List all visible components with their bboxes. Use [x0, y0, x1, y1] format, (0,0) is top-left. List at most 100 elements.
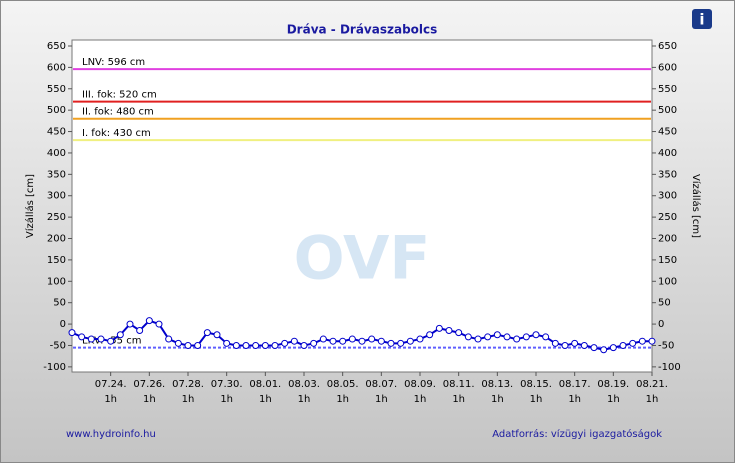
data-point	[194, 341, 202, 349]
data-point	[155, 320, 163, 328]
x-tick-hour: 1h	[568, 394, 581, 405]
data-point	[464, 333, 472, 341]
y2-tick-label: 500	[658, 105, 677, 116]
data-point	[126, 320, 134, 328]
y2-tick-label: 450	[658, 127, 677, 138]
x-tick-label: 07.30.	[211, 379, 243, 390]
data-point	[136, 327, 144, 334]
x-tick-label: 08.11.	[443, 379, 475, 390]
data-point	[503, 333, 511, 341]
data-point	[252, 341, 260, 349]
y2-tick-label: 300	[658, 191, 677, 202]
data-point	[339, 337, 347, 345]
data-point	[358, 337, 366, 345]
x-tick-hour: 1h	[414, 394, 427, 405]
data-point	[116, 331, 124, 339]
chart-title: Dráva - Drávaszabolcs	[287, 23, 438, 37]
source-right: Adatforrás: vízügyi igazgatóságok	[492, 428, 662, 440]
threshold-label: I. fok: 430 cm	[82, 128, 151, 139]
x-tick-label: 08.21.	[636, 379, 668, 390]
data-point	[242, 341, 250, 349]
data-point	[271, 341, 279, 349]
y-tick-label: 300	[47, 191, 66, 202]
x-tick-hour: 1h	[220, 394, 233, 405]
data-point	[455, 329, 463, 337]
data-point	[290, 337, 298, 345]
data-point	[97, 335, 105, 343]
y-tick-label: 450	[47, 127, 66, 138]
data-point	[281, 339, 289, 347]
x-tick-hour: 1h	[452, 394, 465, 405]
y-tick-label: 350	[47, 169, 66, 180]
x-tick-hour: 1h	[104, 394, 117, 405]
y-tick-label: 100	[47, 276, 66, 287]
y-tick-label: -100	[43, 362, 66, 373]
data-point	[213, 331, 221, 339]
y-tick-label: 400	[47, 148, 66, 159]
y2-tick-label: 600	[658, 62, 677, 73]
y-tick-label: 650	[47, 41, 66, 52]
y2-tick-label: 350	[658, 169, 677, 180]
x-tick-label: 08.17.	[559, 379, 591, 390]
y2-tick-label: 650	[658, 41, 677, 52]
x-tick-label: 08.05.	[327, 379, 359, 390]
y2-tick-label: 400	[658, 148, 677, 159]
y-tick-label: 250	[47, 212, 66, 223]
x-tick-label: 08.15.	[520, 379, 552, 390]
data-point	[629, 339, 637, 347]
data-point	[87, 335, 95, 343]
data-point	[474, 335, 482, 343]
data-point	[387, 339, 395, 347]
data-point	[223, 339, 231, 347]
y2-axis-label: Vízállás [cm]	[690, 174, 702, 238]
data-point	[445, 327, 453, 334]
threshold-label: III. fok: 520 cm	[82, 90, 157, 101]
data-point	[319, 335, 327, 343]
x-tick-hour: 1h	[336, 394, 349, 405]
x-tick-hour: 1h	[143, 394, 156, 405]
data-point	[638, 337, 646, 345]
data-point	[78, 333, 86, 341]
info-icon[interactable]: i	[699, 11, 704, 29]
data-point	[551, 339, 559, 347]
x-tick-label: 08.19.	[597, 379, 629, 390]
x-tick-label: 08.09.	[404, 379, 436, 390]
data-point	[648, 337, 656, 345]
threshold-label: LNV: 596 cm	[82, 57, 145, 68]
data-point	[542, 333, 550, 341]
source-left[interactable]: www.hydroinfo.hu	[66, 429, 156, 440]
data-point	[426, 331, 434, 339]
data-point	[609, 344, 617, 352]
x-tick-hour: 1h	[298, 394, 311, 405]
data-point	[348, 335, 356, 343]
data-point	[310, 339, 318, 347]
data-point	[377, 337, 385, 345]
data-point	[145, 317, 153, 325]
x-tick-hour: 1h	[375, 394, 388, 405]
y2-tick-label: -100	[658, 362, 681, 373]
data-point	[300, 341, 308, 349]
data-point	[619, 341, 627, 349]
data-point	[416, 335, 424, 343]
x-tick-label: 08.03.	[288, 379, 320, 390]
y2-tick-label: 100	[658, 276, 677, 287]
y-tick-label: 50	[53, 298, 66, 309]
x-tick-hour: 1h	[530, 394, 543, 405]
data-point	[561, 341, 569, 349]
y2-tick-label: -50	[658, 340, 674, 351]
info-button[interactable]	[692, 9, 712, 29]
y-tick-label: 150	[47, 255, 66, 266]
x-tick-label: 08.01.	[249, 379, 281, 390]
y-tick-label: 550	[47, 84, 66, 95]
data-point	[107, 337, 115, 345]
y2-tick-label: 150	[658, 255, 677, 266]
x-tick-label: 07.26.	[133, 379, 165, 390]
x-tick-hour: 1h	[607, 394, 620, 405]
data-point	[484, 333, 492, 341]
data-point	[232, 341, 240, 349]
data-point	[600, 346, 608, 354]
y2-tick-label: 50	[658, 298, 671, 309]
data-point	[406, 337, 414, 345]
